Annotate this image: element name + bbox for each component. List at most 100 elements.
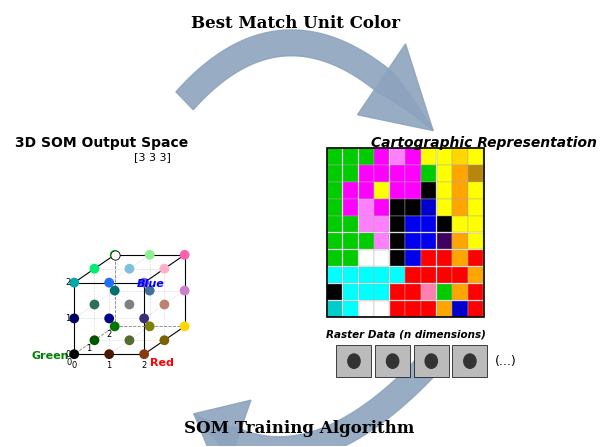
- Bar: [343, 250, 358, 266]
- Bar: [421, 148, 436, 165]
- Bar: [468, 182, 483, 198]
- Bar: [327, 216, 343, 232]
- Bar: [374, 216, 389, 232]
- Bar: [468, 165, 483, 182]
- Bar: [327, 300, 343, 317]
- Ellipse shape: [425, 354, 438, 368]
- Bar: [359, 300, 374, 317]
- Bar: [359, 148, 374, 165]
- Bar: [437, 250, 452, 266]
- Bar: [405, 182, 421, 198]
- Bar: [390, 148, 405, 165]
- Bar: [359, 199, 374, 215]
- Text: Cartographic Representation: Cartographic Representation: [371, 135, 596, 150]
- Bar: [390, 199, 405, 215]
- Polygon shape: [176, 30, 433, 131]
- Bar: [327, 284, 343, 300]
- Ellipse shape: [386, 354, 398, 368]
- Bar: [327, 182, 343, 198]
- Bar: [452, 216, 468, 232]
- Polygon shape: [194, 400, 251, 447]
- Bar: [390, 216, 405, 232]
- Bar: [343, 300, 358, 317]
- Bar: [359, 182, 374, 198]
- Bar: [374, 233, 389, 249]
- Point: [110, 251, 120, 258]
- Point: [139, 350, 149, 358]
- Point: [159, 337, 169, 344]
- Bar: [437, 148, 452, 165]
- Bar: [452, 148, 468, 165]
- Bar: [421, 300, 436, 317]
- Bar: [421, 284, 436, 300]
- Bar: [405, 250, 421, 266]
- Bar: [327, 165, 343, 182]
- Point: [89, 265, 99, 272]
- Text: 1: 1: [65, 314, 70, 323]
- Bar: [437, 165, 452, 182]
- Point: [145, 323, 154, 330]
- Bar: [405, 267, 421, 283]
- Bar: [359, 284, 374, 300]
- Text: (...): (...): [495, 354, 517, 367]
- Bar: [437, 182, 452, 198]
- Text: Best Match Unit Color: Best Match Unit Color: [191, 15, 400, 32]
- Point: [124, 337, 134, 344]
- Bar: [374, 250, 389, 266]
- Bar: [327, 199, 343, 215]
- Point: [159, 301, 169, 308]
- Bar: [421, 165, 436, 182]
- Ellipse shape: [348, 354, 360, 368]
- Point: [104, 350, 114, 358]
- Bar: [421, 199, 436, 215]
- Text: Raster Data (n dimensions): Raster Data (n dimensions): [326, 329, 485, 339]
- Bar: [421, 233, 436, 249]
- Point: [69, 315, 79, 322]
- Polygon shape: [357, 44, 433, 131]
- Bar: [390, 182, 405, 198]
- Point: [180, 287, 189, 294]
- Text: 2: 2: [142, 361, 147, 370]
- Bar: [452, 345, 487, 377]
- Bar: [374, 199, 389, 215]
- Bar: [452, 300, 468, 317]
- Text: 2: 2: [107, 330, 112, 339]
- Bar: [452, 233, 468, 249]
- Bar: [327, 233, 343, 249]
- Bar: [405, 199, 421, 215]
- Text: Green: Green: [31, 351, 69, 361]
- Bar: [390, 250, 405, 266]
- Bar: [359, 165, 374, 182]
- Bar: [452, 267, 468, 283]
- Point: [69, 350, 79, 358]
- Bar: [421, 216, 436, 232]
- Point: [139, 279, 149, 286]
- Bar: [374, 284, 389, 300]
- Bar: [437, 199, 452, 215]
- Point: [110, 323, 120, 330]
- Point: [104, 279, 114, 286]
- Bar: [468, 267, 483, 283]
- Bar: [390, 165, 405, 182]
- Bar: [327, 148, 484, 317]
- Bar: [452, 182, 468, 198]
- Point: [145, 251, 154, 258]
- Bar: [343, 284, 358, 300]
- Bar: [437, 216, 452, 232]
- Bar: [390, 267, 405, 283]
- Bar: [468, 216, 483, 232]
- Text: SOM Training Algorithm: SOM Training Algorithm: [185, 420, 415, 437]
- Bar: [468, 284, 483, 300]
- Bar: [374, 148, 389, 165]
- Bar: [343, 199, 358, 215]
- Bar: [359, 216, 374, 232]
- Bar: [405, 233, 421, 249]
- Text: Blue: Blue: [137, 279, 165, 289]
- Bar: [327, 267, 343, 283]
- Text: 0: 0: [65, 350, 70, 358]
- Bar: [374, 165, 389, 182]
- Bar: [327, 250, 343, 266]
- Bar: [359, 233, 374, 249]
- Bar: [405, 165, 421, 182]
- Bar: [405, 284, 421, 300]
